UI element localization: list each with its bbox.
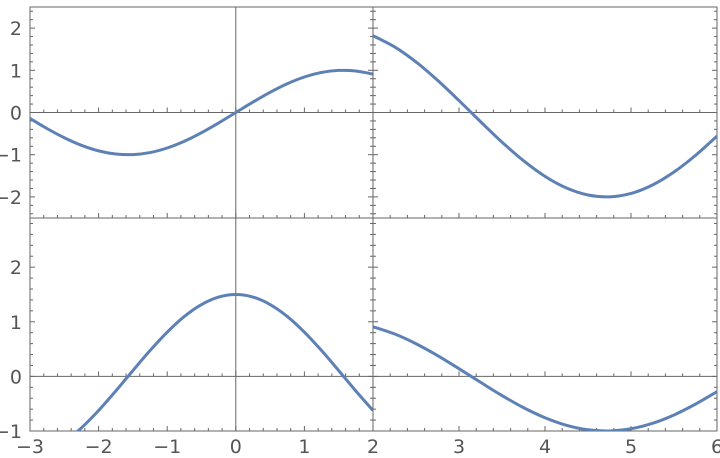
x-tick-label: 2 (367, 436, 379, 458)
panel-bottom-left: −1 0 1 2 −3 −2 −1 0 1 2 (0, 217, 379, 458)
x-tick-label: 5 (625, 436, 637, 458)
y-tick-label: 1 (10, 312, 22, 334)
series-curve (373, 34, 717, 199)
y-tick-label: 2 (10, 18, 22, 40)
x-tick-label: −3 (16, 436, 44, 458)
x-tick-label: 0 (230, 436, 242, 458)
panel-frame (372, 217, 718, 432)
panel-bottom-right: 3 4 5 6 (372, 217, 720, 458)
x-tick-label: 3 (453, 436, 465, 458)
y-tick-label: −2 (0, 187, 22, 209)
y-tick-label: 0 (10, 366, 22, 388)
y-tick-label: 2 (10, 257, 22, 279)
x-tick-label: −1 (153, 436, 181, 458)
x-tick-label: 4 (539, 436, 551, 458)
panel-frame (29, 217, 374, 432)
y-tick-label: −1 (0, 421, 22, 443)
x-tick-label: 1 (298, 436, 310, 458)
panel-top-right (372, 6, 718, 219)
y-tick-label: −1 (0, 145, 22, 167)
series-curve (30, 68, 373, 157)
y-tick-label: 0 (10, 103, 22, 125)
panel-top-left: −2 −1 0 1 2 (0, 6, 374, 219)
x-tick-label: 6 (711, 436, 720, 458)
series-curve (75, 292, 373, 431)
x-tick-label: −2 (85, 436, 113, 458)
series-curve (373, 325, 717, 431)
y-tick-label: 1 (10, 60, 22, 82)
